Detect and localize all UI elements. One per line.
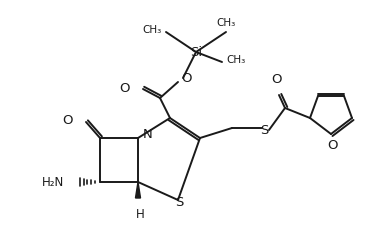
- Text: S: S: [260, 124, 268, 136]
- Text: O: O: [63, 114, 73, 126]
- Text: CH₃: CH₃: [143, 25, 162, 35]
- Text: O: O: [271, 73, 281, 86]
- Polygon shape: [135, 182, 141, 198]
- Text: H₂N: H₂N: [42, 176, 64, 188]
- Text: O: O: [328, 139, 338, 152]
- Text: H: H: [136, 208, 144, 221]
- Text: Si: Si: [190, 46, 202, 59]
- Text: CH₃: CH₃: [226, 55, 245, 65]
- Text: O: O: [181, 72, 191, 86]
- Text: N: N: [143, 128, 153, 141]
- Text: S: S: [175, 196, 183, 208]
- Text: CH₃: CH₃: [216, 18, 236, 28]
- Text: O: O: [120, 82, 130, 94]
